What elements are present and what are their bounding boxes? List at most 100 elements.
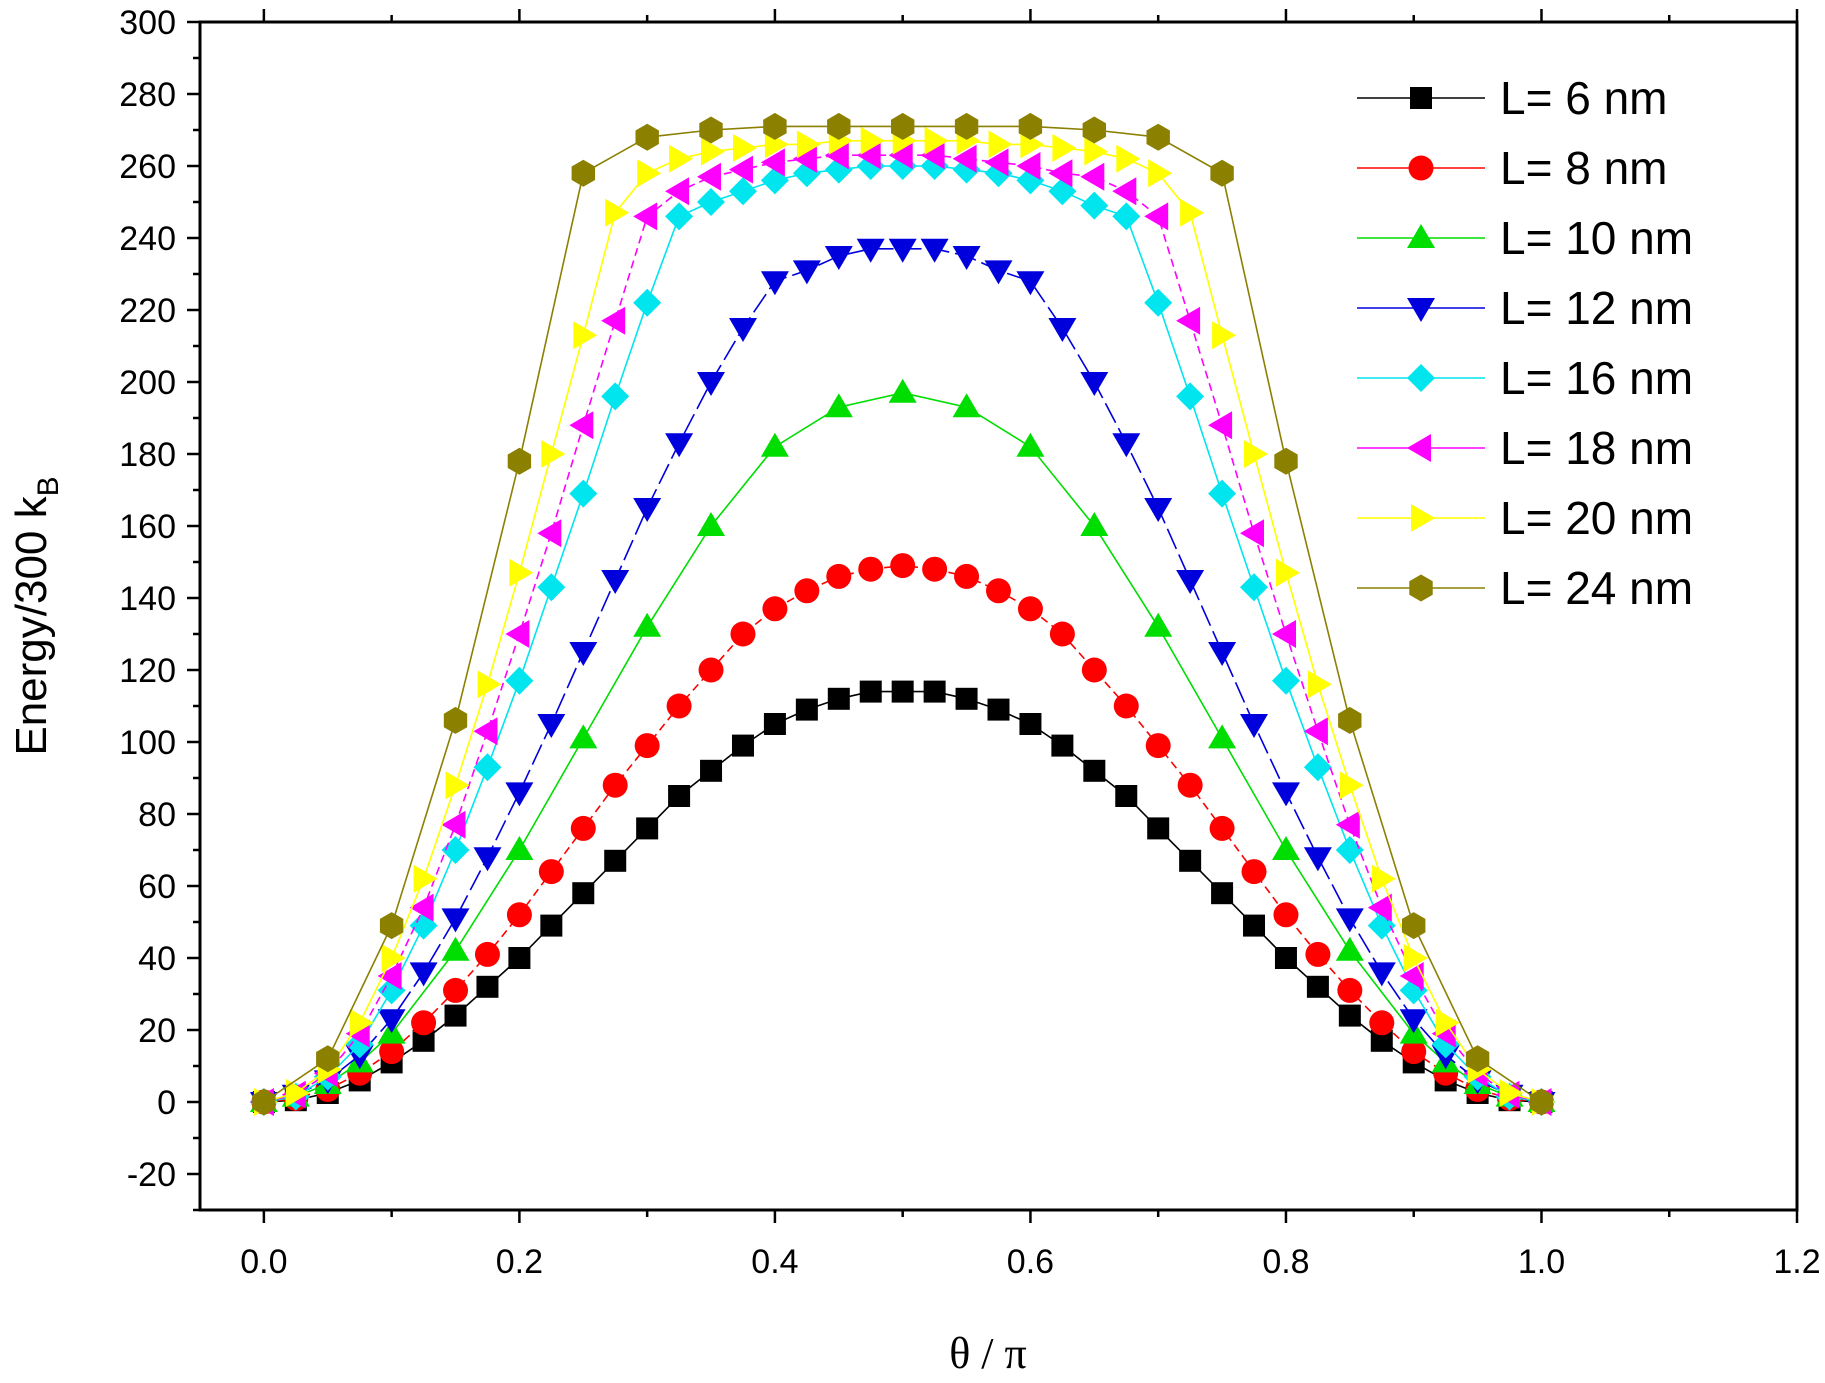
data-point-s4-31: [1208, 642, 1237, 666]
data-point-s7-37: [1403, 944, 1428, 972]
ticks-layer: [187, 9, 1799, 1223]
data-point-s7-29: [1148, 159, 1173, 188]
data-point-s2-36: [1369, 1010, 1395, 1036]
data-point-s4-29: [1144, 498, 1173, 522]
data-point-s6-15: [697, 162, 721, 191]
y-tick-label: -20: [127, 1156, 176, 1194]
legend-marker: [1407, 434, 1431, 462]
data-point-s5-33: [1272, 666, 1300, 695]
data-point-s6-6: [409, 893, 434, 922]
data-point-s8-6: [571, 159, 595, 187]
data-point-s3-18: [1208, 724, 1237, 749]
legend-label: L= 12 nm: [1500, 282, 1693, 334]
data-point-s1-31: [1211, 882, 1234, 905]
data-point-s4-25: [1016, 271, 1045, 296]
data-point-s4-10: [537, 714, 566, 738]
data-point-s6-35: [1335, 810, 1360, 839]
data-point-s5-9: [505, 666, 534, 695]
data-point-s2-30: [1177, 772, 1203, 798]
data-point-s4-19: [824, 246, 853, 270]
data-point-s4-5: [377, 1009, 406, 1034]
y-tick-label: 260: [119, 148, 176, 186]
data-point-s8-1: [252, 1088, 276, 1116]
data-point-s2-14: [666, 693, 692, 719]
data-point-s7-38: [1435, 1008, 1460, 1037]
series-line-5: [263, 165, 1542, 1103]
legend-marker: [1408, 155, 1434, 181]
data-point-s7-40: [1499, 1079, 1524, 1107]
data-point-s2-37: [1401, 1039, 1427, 1065]
data-point-s3-16: [1080, 512, 1109, 536]
data-point-s5-13: [633, 288, 662, 317]
y-axis-title-subscript: B: [32, 476, 65, 496]
x-tick-label: 1.2: [1773, 1243, 1820, 1281]
data-point-s8-17: [1274, 447, 1298, 475]
data-point-s4-27: [1080, 372, 1109, 396]
data-point-s4-32: [1240, 714, 1268, 738]
data-point-s4-8: [473, 847, 502, 872]
legend-label: L= 16 nm: [1500, 352, 1693, 404]
data-point-s1-36: [1370, 1029, 1393, 1052]
data-point-s6-11: [569, 411, 594, 440]
data-point-s5-10: [537, 573, 566, 602]
data-point-s3-10: [697, 512, 725, 536]
y-tick-label: 100: [119, 724, 176, 762]
data-point-s7-14: [669, 144, 694, 173]
data-point-s1-35: [1338, 1004, 1361, 1027]
legend-item: L= 10 nm: [1357, 212, 1693, 264]
data-point-s5-16: [729, 177, 757, 206]
data-point-s2-24: [986, 578, 1011, 604]
data-point-s5-35: [1335, 836, 1364, 864]
data-point-s4-33: [1272, 782, 1300, 807]
data-point-s6-27: [1080, 162, 1105, 191]
x-tick-label: 0.8: [1262, 1243, 1309, 1281]
data-point-s8-15: [1146, 123, 1170, 151]
data-point-s7-16: [733, 134, 757, 162]
data-point-s7-12: [605, 198, 630, 227]
data-point-s8-10: [827, 112, 851, 140]
data-point-s7-26: [1052, 134, 1077, 162]
data-point-s8-16: [1210, 159, 1234, 187]
data-point-s1-17: [763, 713, 786, 735]
legend-item: L= 18 nm: [1357, 422, 1693, 474]
data-point-s2-33: [1273, 902, 1299, 928]
data-point-s8-2: [316, 1045, 340, 1073]
y-tick-label: 60: [138, 868, 176, 906]
data-point-s5-27: [1080, 191, 1109, 220]
data-point-s6-16: [729, 155, 753, 184]
data-point-s5-11: [569, 479, 598, 508]
data-point-s7-13: [637, 159, 662, 188]
data-point-s8-8: [699, 116, 723, 144]
series-line-1: [263, 690, 1542, 1103]
y-tick-label: 240: [119, 220, 176, 258]
series-6: [249, 141, 1552, 1116]
data-point-s1-11: [572, 882, 595, 905]
legend-label: L= 20 nm: [1500, 492, 1693, 544]
x-tick-label: 0.6: [1007, 1243, 1054, 1281]
data-point-s7-27: [1084, 137, 1109, 166]
data-point-s7-35: [1339, 771, 1364, 800]
data-point-s1-24: [987, 698, 1010, 721]
legend-label: L= 6 nm: [1500, 72, 1668, 124]
data-point-s4-12: [601, 570, 630, 594]
data-point-s2-10: [538, 859, 564, 885]
data-point-s8-20: [1465, 1045, 1490, 1073]
tick-labels-layer: 0.0 0.2 0.4 0.6 0.8 1.0 1.2 -20 0 20 40 60 80 100 120 1…: [119, 4, 1820, 1281]
data-point-s6-20: [856, 141, 881, 170]
data-point-s1-26: [1051, 734, 1074, 757]
data-point-s1-19: [827, 687, 850, 710]
legend-label: L= 24 nm: [1500, 562, 1693, 614]
data-point-s4-30: [1176, 570, 1205, 594]
data-point-s1-33: [1274, 947, 1297, 969]
data-point-s4-23: [952, 246, 981, 270]
data-point-s3-15: [1016, 432, 1045, 457]
series-4: [249, 238, 1556, 1116]
data-point-s7-6: [413, 864, 438, 893]
data-point-s2-8: [474, 941, 500, 967]
data-point-s1-20: [859, 680, 882, 703]
data-point-s6-8: [473, 717, 498, 746]
data-point-s6-37: [1399, 962, 1424, 990]
data-point-s1-16: [731, 734, 754, 757]
data-point-s6-30: [1176, 306, 1201, 335]
data-point-s4-35: [1335, 908, 1364, 933]
